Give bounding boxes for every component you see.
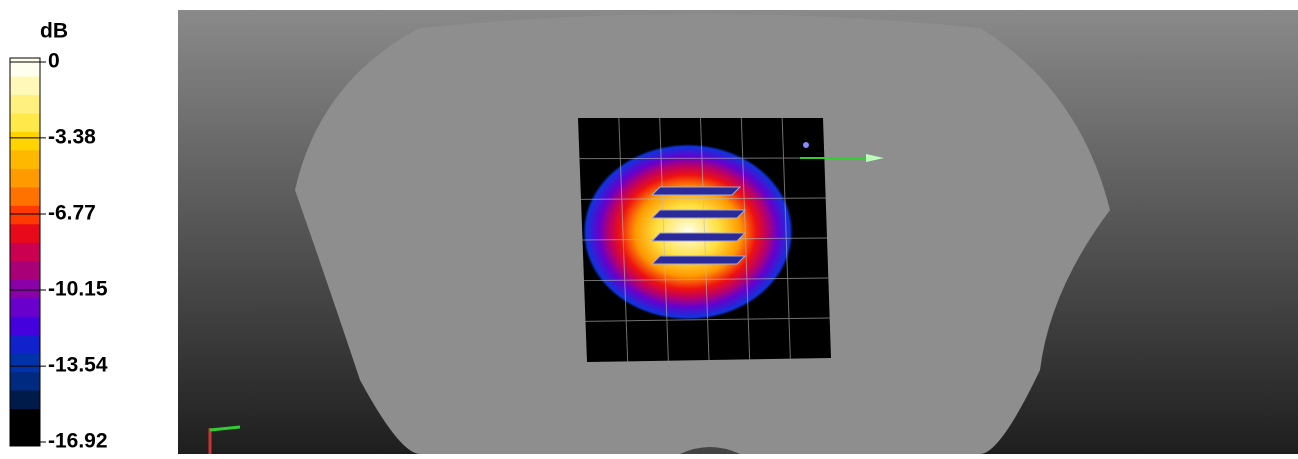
heat-map — [583, 144, 793, 320]
tick-label: 0 — [48, 50, 60, 73]
color-band — [10, 335, 40, 355]
color-band — [10, 261, 40, 281]
color-band — [10, 131, 40, 151]
color-band — [10, 409, 40, 429]
tick-label: -16.92 — [48, 430, 108, 453]
legend-unit: dB — [40, 20, 68, 43]
color-band — [10, 168, 40, 188]
phantom-notch — [680, 447, 740, 454]
color-band — [10, 242, 40, 262]
color-band — [10, 187, 40, 207]
color-band — [10, 76, 40, 96]
color-legend: dB 0 -3.38 -6.77 -10.15 -13.54 -16.92 — [9, 20, 108, 453]
tick-label: -3.38 — [48, 125, 96, 148]
color-band — [10, 372, 40, 392]
axis-arrow-head — [866, 154, 884, 162]
color-band — [10, 316, 40, 336]
tick-label: -6.77 — [48, 202, 96, 225]
color-bar-frame — [9, 57, 41, 447]
color-band — [10, 94, 40, 114]
color-band — [10, 224, 40, 244]
viewport — [178, 10, 1298, 454]
antenna-slots — [650, 186, 747, 265]
probe-marker — [803, 142, 809, 148]
color-band — [10, 58, 40, 77]
color-band — [10, 353, 40, 373]
color-band — [10, 150, 40, 170]
color-band — [10, 427, 40, 447]
tick-label: -10.15 — [48, 278, 108, 301]
color-band — [10, 390, 40, 410]
tick-label: -13.54 — [48, 354, 108, 377]
color-band — [10, 205, 40, 225]
axis-indicator-y — [209, 425, 241, 432]
grid-line — [585, 317, 830, 322]
color-band — [10, 113, 40, 133]
color-band — [10, 279, 40, 299]
color-band — [10, 298, 40, 318]
